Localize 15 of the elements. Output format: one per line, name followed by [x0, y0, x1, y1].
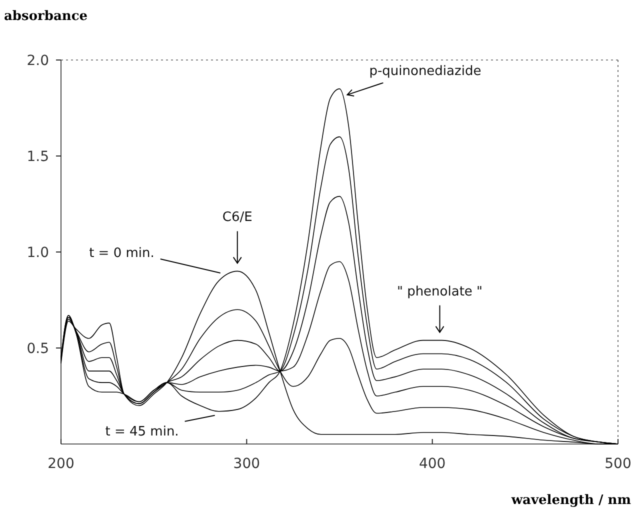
- annotation: p-quinonediazide: [369, 64, 482, 79]
- y-tick-label: 0.5: [26, 340, 49, 357]
- y-tick-label: 1.5: [26, 148, 49, 165]
- y-tick-label: 1.0: [26, 244, 49, 261]
- x-tick-label: 400: [418, 456, 446, 472]
- x-tick-label: 500: [604, 456, 632, 472]
- annotation: " phenolate ": [396, 284, 483, 300]
- x-axis-title: wavelength / nm: [510, 493, 632, 508]
- y-tick-label: 2.0: [26, 52, 49, 69]
- annotation: t = 45 min.: [105, 424, 179, 440]
- annotation: C6/E: [222, 210, 252, 226]
- x-tick-label: 200: [48, 456, 74, 472]
- y-axis-title: absorbance: [4, 9, 88, 24]
- annotation: t = 0 min.: [89, 246, 154, 262]
- x-tick-label: 300: [233, 456, 260, 472]
